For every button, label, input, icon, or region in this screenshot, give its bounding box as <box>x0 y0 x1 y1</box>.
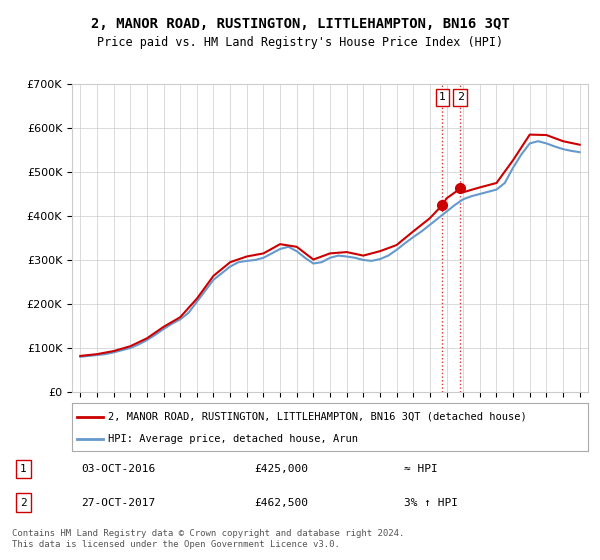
Text: 2: 2 <box>20 498 27 507</box>
Text: 2: 2 <box>457 92 464 102</box>
Text: 1: 1 <box>20 464 27 474</box>
Text: £462,500: £462,500 <box>254 498 308 507</box>
Text: Contains HM Land Registry data © Crown copyright and database right 2024.
This d: Contains HM Land Registry data © Crown c… <box>12 529 404 549</box>
Text: 2, MANOR ROAD, RUSTINGTON, LITTLEHAMPTON, BN16 3QT (detached house): 2, MANOR ROAD, RUSTINGTON, LITTLEHAMPTON… <box>108 412 527 422</box>
Text: 2, MANOR ROAD, RUSTINGTON, LITTLEHAMPTON, BN16 3QT: 2, MANOR ROAD, RUSTINGTON, LITTLEHAMPTON… <box>91 17 509 31</box>
Text: ≈ HPI: ≈ HPI <box>404 464 437 474</box>
Text: HPI: Average price, detached house, Arun: HPI: Average price, detached house, Arun <box>108 434 358 444</box>
Text: Price paid vs. HM Land Registry's House Price Index (HPI): Price paid vs. HM Land Registry's House … <box>97 36 503 49</box>
Text: 03-OCT-2016: 03-OCT-2016 <box>81 464 155 474</box>
Text: 3% ↑ HPI: 3% ↑ HPI <box>404 498 458 507</box>
Text: 1: 1 <box>439 92 446 102</box>
Text: £425,000: £425,000 <box>254 464 308 474</box>
Text: 27-OCT-2017: 27-OCT-2017 <box>81 498 155 507</box>
